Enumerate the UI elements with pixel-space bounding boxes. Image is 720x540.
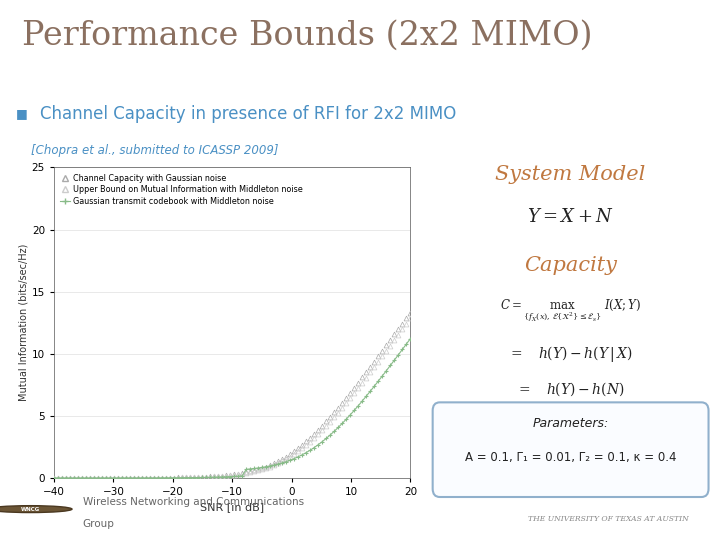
Channel Capacity with Gaussian noise [346,389,355,396]
Text: [Chopra et al., submitted to ICASSP 2009]: [Chopra et al., submitted to ICASSP 2009… [31,144,279,157]
Gaussian transmit codebook with Middleton noise [406,335,415,342]
Line: Channel Capacity with Gaussian noise: Channel Capacity with Gaussian noise [52,310,413,480]
Legend: Channel Capacity with Gaussian noise, Upper Bound on Mutual Information with Mid: Channel Capacity with Gaussian noise, Up… [58,171,305,208]
FancyBboxPatch shape [433,402,708,497]
Y-axis label: Mutual Information (bits/sec/Hz): Mutual Information (bits/sec/Hz) [19,244,29,401]
Text: WNCG: WNCG [21,507,40,511]
Text: Wireless Networking and Communications: Wireless Networking and Communications [83,497,304,507]
Text: Capacity: Capacity [524,256,617,275]
Text: $=\quad h(Y) - h(N)$: $=\quad h(Y) - h(N)$ [516,381,625,399]
X-axis label: SNR [in dB]: SNR [in dB] [200,503,264,512]
Channel Capacity with Gaussian noise [50,475,58,481]
Upper Bound on Mutual Information with Middleton noise [158,475,166,481]
Upper Bound on Mutual Information with Middleton noise [406,315,415,321]
Text: Performance Bounds (2x2 MIMO): Performance Bounds (2x2 MIMO) [22,19,592,51]
Text: ■: ■ [16,107,27,120]
Channel Capacity with Gaussian noise [406,309,415,316]
Text: Parameters:: Parameters: [533,417,608,430]
Upper Bound on Mutual Information with Middleton noise [390,337,399,343]
Channel Capacity with Gaussian noise [298,442,307,448]
Text: A = 0.1, Γ₁ = 0.01, Γ₂ = 0.1, κ = 0.4: A = 0.1, Γ₁ = 0.01, Γ₂ = 0.1, κ = 0.4 [465,450,676,463]
Channel Capacity with Gaussian noise [354,379,363,386]
Upper Bound on Mutual Information with Middleton noise [98,475,107,481]
Upper Bound on Mutual Information with Middleton noise [50,475,58,481]
Text: Group: Group [83,518,114,529]
Channel Capacity with Gaussian noise [98,475,107,481]
Text: Channel Capacity in presence of RFI for 2x2 MIMO: Channel Capacity in presence of RFI for … [40,105,456,123]
Line: Gaussian transmit codebook with Middleton noise: Gaussian transmit codebook with Middleto… [53,337,412,480]
Gaussian transmit codebook with Middleton noise [354,402,363,409]
Text: $=\quad h(Y) - h(Y\,|\,X)$: $=\quad h(Y) - h(Y\,|\,X)$ [508,344,633,365]
Text: Return: Return [634,116,672,125]
Gaussian transmit codebook with Middleton noise [50,475,58,481]
Gaussian transmit codebook with Middleton noise [298,451,307,458]
Line: Upper Bound on Mutual Information with Middleton noise: Upper Bound on Mutual Information with M… [52,316,413,480]
Text: $Y = X + N$: $Y = X + N$ [527,208,614,226]
Gaussian transmit codebook with Middleton noise [158,475,166,481]
Text: THE UNIVERSITY OF TEXAS AT AUSTIN: THE UNIVERSITY OF TEXAS AT AUSTIN [528,515,689,523]
Gaussian transmit codebook with Middleton noise [346,411,355,418]
Text: 62: 62 [5,83,17,91]
Upper Bound on Mutual Information with Middleton noise [354,384,363,391]
Gaussian transmit codebook with Middleton noise [390,357,399,363]
Channel Capacity with Gaussian noise [390,331,399,338]
Channel Capacity with Gaussian noise [158,475,166,481]
Circle shape [0,505,72,512]
Upper Bound on Mutual Information with Middleton noise [346,395,355,401]
Upper Bound on Mutual Information with Middleton noise [298,445,307,451]
Gaussian transmit codebook with Middleton noise [98,475,107,481]
Text: $C = \underset{\{f_X(x),\,\mathcal{E}\{X^2\}\leq\mathcal{E}_s\}}{\max}\; I(X;Y)$: $C = \underset{\{f_X(x),\,\mathcal{E}\{X… [500,298,642,324]
Text: System Model: System Model [495,165,646,184]
